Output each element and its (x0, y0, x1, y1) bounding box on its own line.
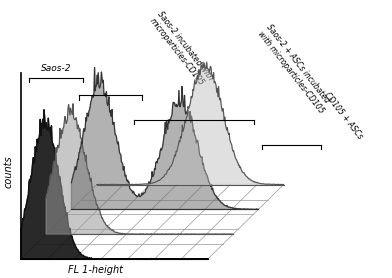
Text: Saos-2: Saos-2 (41, 64, 71, 73)
Text: FL 1-height: FL 1-height (67, 265, 123, 275)
Text: Saos-2 + ASCs incubated
with microparticles-CD105: Saos-2 + ASCs incubated with micropartic… (256, 23, 334, 115)
Polygon shape (46, 104, 233, 234)
Polygon shape (71, 68, 258, 209)
Polygon shape (97, 62, 283, 185)
Text: Saos-2 incubated with
microparticles-CD105: Saos-2 incubated with microparticles-CD1… (147, 10, 215, 89)
Text: CD105 + ASCs: CD105 + ASCs (323, 91, 365, 141)
Polygon shape (21, 110, 208, 259)
Text: counts: counts (4, 156, 13, 188)
